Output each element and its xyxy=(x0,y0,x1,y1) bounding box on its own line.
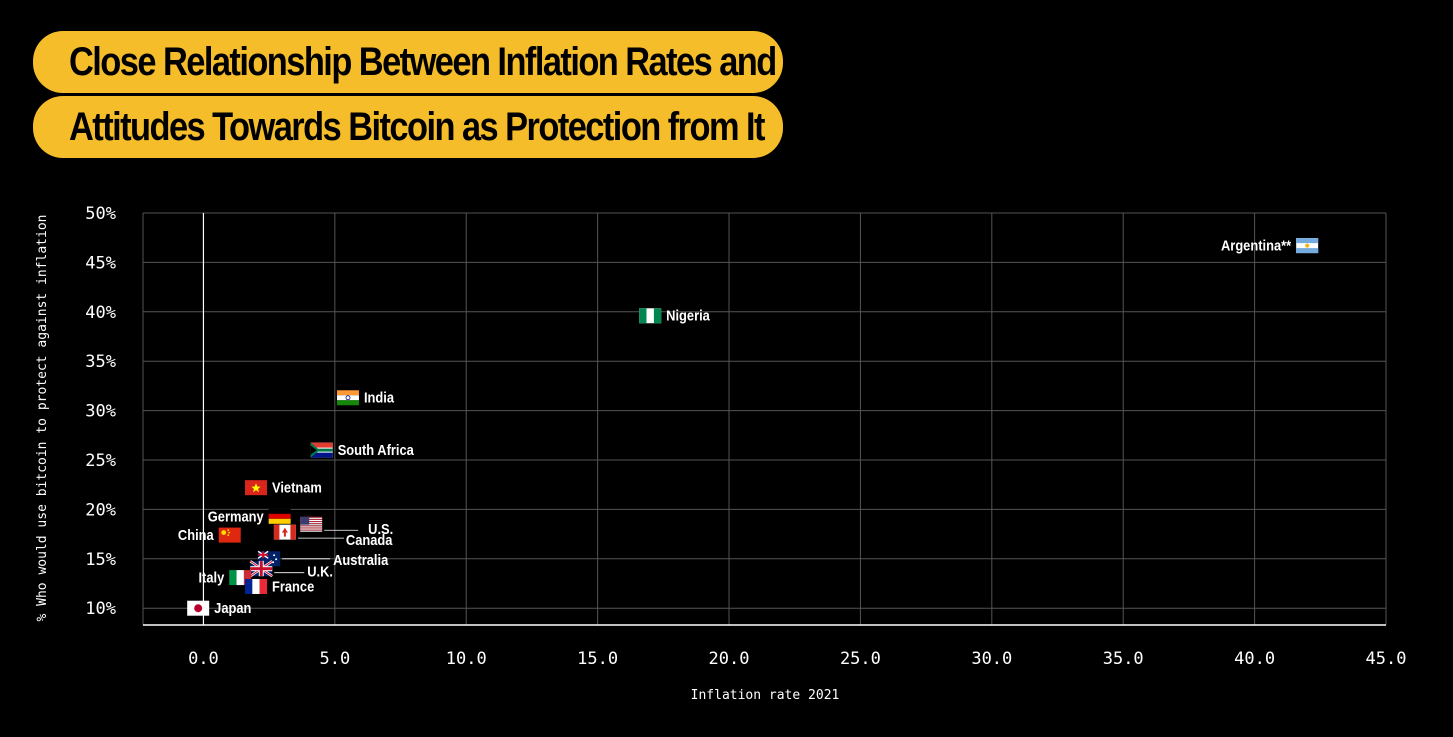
china-flag-icon xyxy=(218,527,241,543)
y-tick-label: 15% xyxy=(85,550,116,570)
nigeria-flag-icon xyxy=(639,308,662,324)
y-tick-label: 20% xyxy=(85,500,116,520)
india-flag-icon xyxy=(336,390,359,406)
japan-flag-icon xyxy=(187,600,210,616)
title-line-1: Close Relationship Between Inflation Rat… xyxy=(69,39,777,84)
title-line-2: Attitudes Towards Bitcoin as Protection … xyxy=(69,104,765,149)
x-axis-ticks: 0.0 5.0 10.0 15.0 20.0 25.0 30.0 35.0 40.0 45.0 xyxy=(188,649,1406,669)
x-tick-label: 45.0 xyxy=(1366,649,1407,669)
point-china: China xyxy=(178,526,241,543)
y-tick-label: 40% xyxy=(85,303,116,323)
x-tick-label: 10.0 xyxy=(446,649,487,669)
point-label: Germany xyxy=(208,507,264,524)
point-label: India xyxy=(364,389,394,406)
south-africa-flag-icon xyxy=(310,442,333,458)
point-italy: Italy xyxy=(198,569,252,586)
y-tick-label: 10% xyxy=(85,599,116,619)
point-label: Canada xyxy=(346,531,393,548)
point-label: Argentina** xyxy=(1221,237,1292,254)
germany-flag-icon xyxy=(268,508,291,524)
x-axis-label: Inflation rate 2021 xyxy=(691,688,840,703)
point-argentina: Argentina** xyxy=(1221,237,1319,254)
point-france: France xyxy=(245,578,314,595)
italy-flag-icon xyxy=(229,570,252,586)
point-south-africa: South Africa xyxy=(310,441,414,458)
y-axis-ticks: 50% 45% 40% 35% 30% 25% 20% 15% 10% xyxy=(85,204,116,619)
x-tick-label: 0.0 xyxy=(188,649,219,669)
canada-flag-icon xyxy=(273,524,296,540)
point-label: China xyxy=(178,526,214,543)
point-nigeria: Nigeria xyxy=(639,307,710,324)
point-japan: Japan xyxy=(187,599,251,616)
point-label: U.K. xyxy=(307,563,333,580)
usa-flag-icon xyxy=(300,516,323,532)
x-tick-label: 35.0 xyxy=(1103,649,1144,669)
x-tick-label: 5.0 xyxy=(319,649,350,669)
point-label: Vietnam xyxy=(272,479,322,496)
uk-flag-icon xyxy=(249,560,273,578)
title-line-2-pill: Attitudes Towards Bitcoin as Protection … xyxy=(33,96,783,158)
chart-grid xyxy=(142,212,1387,626)
point-label: Japan xyxy=(214,599,251,616)
title-line-1-pill: Close Relationship Between Inflation Rat… xyxy=(33,31,783,93)
y-tick-label: 30% xyxy=(85,402,116,422)
y-tick-label: 50% xyxy=(85,204,116,224)
point-vietnam: Vietnam xyxy=(245,479,322,496)
data-points: Argentina** Nigeria India South Africa Vietn… xyxy=(178,237,1319,616)
y-tick-label: 25% xyxy=(85,451,116,471)
point-u-k: U.K. xyxy=(249,560,333,580)
point-label: Nigeria xyxy=(666,307,710,324)
france-flag-icon xyxy=(245,578,267,594)
y-tick-label: 45% xyxy=(85,253,116,273)
point-canada: Canada xyxy=(273,524,393,548)
point-label: U.S. xyxy=(368,520,393,537)
x-tick-label: 40.0 xyxy=(1234,649,1275,669)
point-germany: Germany xyxy=(208,507,291,525)
point-label: Italy xyxy=(198,569,224,586)
x-tick-label: 15.0 xyxy=(577,649,618,669)
point-label: Australia xyxy=(333,551,388,568)
point-u-s: U.S. xyxy=(300,516,393,537)
y-tick-label: 35% xyxy=(85,352,116,372)
x-tick-label: 20.0 xyxy=(709,649,750,669)
vietnam-flag-icon xyxy=(245,480,267,496)
point-label: South Africa xyxy=(338,441,414,458)
point-label: France xyxy=(272,578,314,595)
argentina-flag-icon xyxy=(1296,238,1319,254)
point-india: India xyxy=(336,389,394,406)
x-tick-label: 30.0 xyxy=(971,649,1012,669)
y-axis-label: % Who would use bitcoin to protect again… xyxy=(35,215,50,622)
x-tick-label: 25.0 xyxy=(840,649,881,669)
